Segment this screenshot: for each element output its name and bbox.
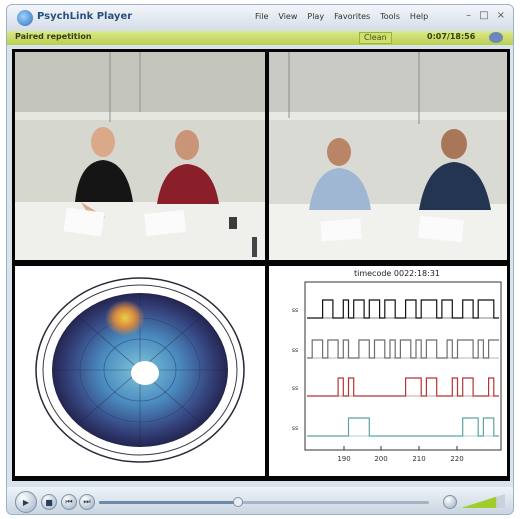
playback-controls: ▶ ■ ⏮ ⏭ — [7, 487, 513, 514]
menu-item-file[interactable]: File — [255, 12, 269, 21]
previous-icon: ⏮ — [65, 497, 73, 506]
plot-title: timecode 0022:18:31 — [354, 269, 440, 278]
menu-bar: File View Play Favorites Tools Help — [255, 12, 428, 21]
menu-item-favorites[interactable]: Favorites — [334, 12, 371, 21]
y-tick-label: ss — [292, 347, 298, 354]
x-tick-label: 200 — [374, 455, 387, 463]
menu-item-tools[interactable]: Tools — [380, 12, 400, 21]
y-tick-label: ss — [292, 307, 298, 314]
status-time: 0:07/18:56 — [427, 32, 476, 41]
maximize-button[interactable]: □ — [479, 10, 489, 21]
status-mode-badge[interactable]: Clean — [359, 32, 392, 44]
status-bar: Paired repetition Clean 0:07/18:56 — [7, 31, 513, 45]
play-button[interactable]: ▶ — [15, 491, 37, 513]
next-icon: ⏭ — [83, 497, 91, 506]
x-tick-label: 210 — [412, 455, 425, 463]
globe-icon[interactable] — [489, 32, 503, 43]
window-controls: – □ × — [466, 10, 505, 21]
app-title: PsychLink Player — [37, 11, 133, 22]
app-logo-icon — [17, 10, 33, 26]
seek-bar[interactable] — [99, 497, 429, 507]
previous-button[interactable]: ⏮ — [61, 494, 77, 510]
x-tick-label: 220 — [450, 455, 463, 463]
player-window: PsychLink Player File View Play Favorite… — [6, 4, 514, 515]
series-line-1 — [307, 299, 499, 319]
close-button[interactable]: × — [496, 10, 505, 21]
stop-icon: ■ — [45, 497, 53, 507]
volume-slider[interactable] — [461, 493, 505, 509]
series-line-3 — [307, 377, 499, 397]
video-panel-left[interactable] — [15, 52, 265, 260]
video-content-area: timecode 0022:18:31 ss ss ss ss 190 200 210 220 — [12, 49, 510, 481]
menu-item-help[interactable]: Help — [409, 12, 429, 21]
y-tick-label: ss — [292, 385, 298, 392]
y-tick-label: ss — [292, 425, 298, 432]
seek-knob[interactable] — [232, 497, 243, 507]
title-bar: PsychLink Player File View Play Favorite… — [7, 5, 513, 31]
video-panel-right[interactable] — [269, 52, 507, 260]
menu-item-play[interactable]: Play — [307, 12, 325, 21]
play-icon: ▶ — [22, 497, 30, 507]
status-title: Paired repetition — [15, 32, 92, 41]
minimize-button[interactable]: – — [466, 10, 472, 21]
volume-icon[interactable] — [443, 495, 457, 509]
next-button[interactable]: ⏭ — [79, 494, 95, 510]
gaze-heatmap-panel — [15, 266, 265, 476]
activity-plot: timecode 0022:18:31 ss ss ss ss 190 200 210 220 — [292, 269, 502, 463]
activity-plot-panel: timecode 0022:18:31 ss ss ss ss 190 200 210 220 — [269, 266, 507, 476]
series-line-2 — [307, 339, 499, 359]
menu-item-view[interactable]: View — [278, 12, 298, 21]
series-line-4 — [307, 417, 499, 437]
x-tick-label: 190 — [337, 455, 350, 463]
seek-progress — [99, 501, 238, 504]
stop-button[interactable]: ■ — [41, 494, 57, 510]
